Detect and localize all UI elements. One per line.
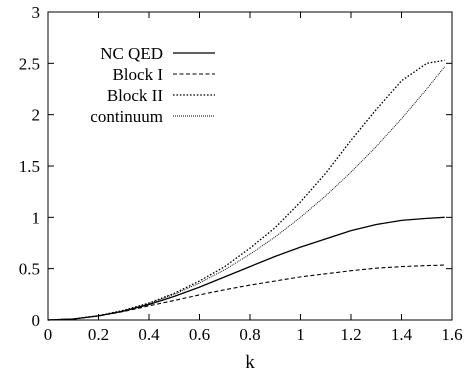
x-tick-label: 1.2 bbox=[340, 325, 361, 344]
series-line-block-ii bbox=[47, 59, 445, 321]
y-tick-label: 2.5 bbox=[19, 54, 40, 73]
y-tick-label: 1.5 bbox=[19, 157, 40, 176]
axis-ticks: 0 0.2 0.4 0.6 0.8 1 1.2 1.4 1.6 0 0.5 1 1.5 2 2.5 3 bbox=[19, 3, 463, 344]
series-lines bbox=[47, 59, 445, 321]
y-tick-label: 1 bbox=[32, 208, 41, 227]
x-tick-label: 0.2 bbox=[88, 325, 109, 344]
x-tick-label: 0 bbox=[44, 325, 53, 344]
y-tick-label: 0.5 bbox=[19, 260, 40, 279]
legend: NC QED Block I Block II continuum bbox=[90, 44, 215, 126]
legend-label-continuum: continuum bbox=[90, 107, 163, 126]
x-tick-label: 1.4 bbox=[391, 325, 413, 344]
x-tick-label: 0.6 bbox=[189, 325, 210, 344]
x-tick-label: 0.4 bbox=[138, 325, 160, 344]
series-line-continuum bbox=[47, 66, 445, 321]
plot-frame bbox=[47, 11, 453, 321]
series-line-nc-qed bbox=[47, 216, 445, 321]
legend-label-block-i: Block I bbox=[112, 65, 163, 84]
legend-label-nc-qed: NC QED bbox=[100, 44, 163, 63]
x-tick-label: 1.6 bbox=[441, 325, 462, 344]
y-tick-label: 2 bbox=[32, 106, 41, 125]
series-line-block-i bbox=[47, 264, 445, 321]
x-tick-label: 0.8 bbox=[239, 325, 260, 344]
x-axis-label: k bbox=[245, 352, 255, 372]
legend-label-block-ii: Block II bbox=[107, 86, 164, 105]
y-tick-label: 3 bbox=[32, 3, 41, 22]
y-tick-label: 0 bbox=[32, 311, 41, 330]
x-tick-label: 1 bbox=[296, 325, 305, 344]
